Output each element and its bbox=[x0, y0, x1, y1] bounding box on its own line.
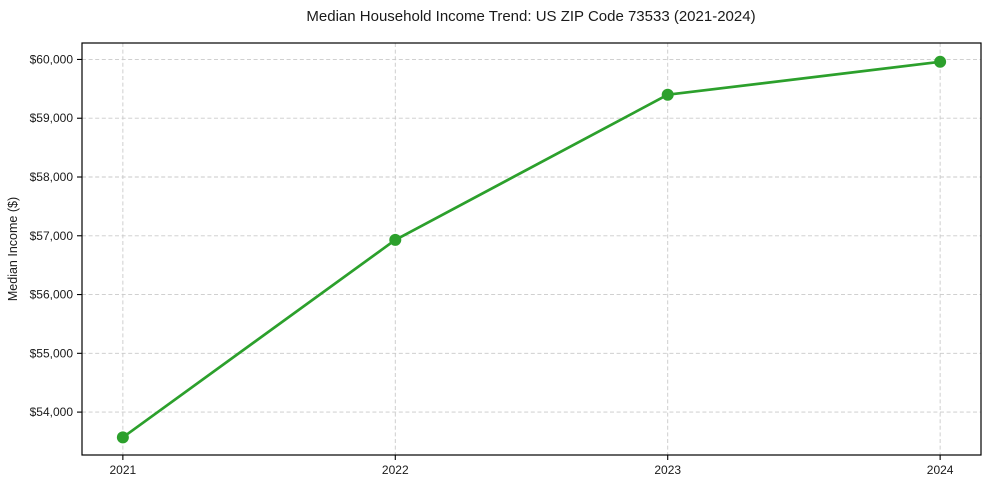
x-tick-label: 2022 bbox=[382, 463, 409, 477]
x-tick-label: 2023 bbox=[654, 463, 681, 477]
y-tick-label: $57,000 bbox=[30, 229, 74, 243]
series-layer bbox=[116, 55, 947, 444]
y-tick-label: $56,000 bbox=[30, 288, 74, 302]
data-point bbox=[934, 55, 947, 68]
grid-layer bbox=[82, 43, 981, 455]
y-tick-label: $59,000 bbox=[30, 111, 74, 125]
chart-title: Median Household Income Trend: US ZIP Co… bbox=[306, 8, 755, 25]
plot-border bbox=[81, 42, 982, 456]
label-layer: Median Household Income Trend: US ZIP Co… bbox=[6, 8, 954, 477]
y-tick-label: $58,000 bbox=[30, 170, 74, 184]
y-tick-label: $55,000 bbox=[30, 346, 74, 360]
y-axis-label: Median Income ($) bbox=[6, 197, 20, 301]
y-tick-label: $54,000 bbox=[30, 405, 74, 419]
x-tick-label: 2021 bbox=[110, 463, 137, 477]
data-point bbox=[116, 431, 129, 444]
y-tick-label: $60,000 bbox=[30, 52, 74, 66]
data-line bbox=[121, 60, 942, 439]
data-point bbox=[661, 88, 674, 101]
axes-layer bbox=[77, 42, 982, 460]
x-tick-label: 2024 bbox=[927, 463, 954, 477]
data-point bbox=[389, 233, 402, 246]
